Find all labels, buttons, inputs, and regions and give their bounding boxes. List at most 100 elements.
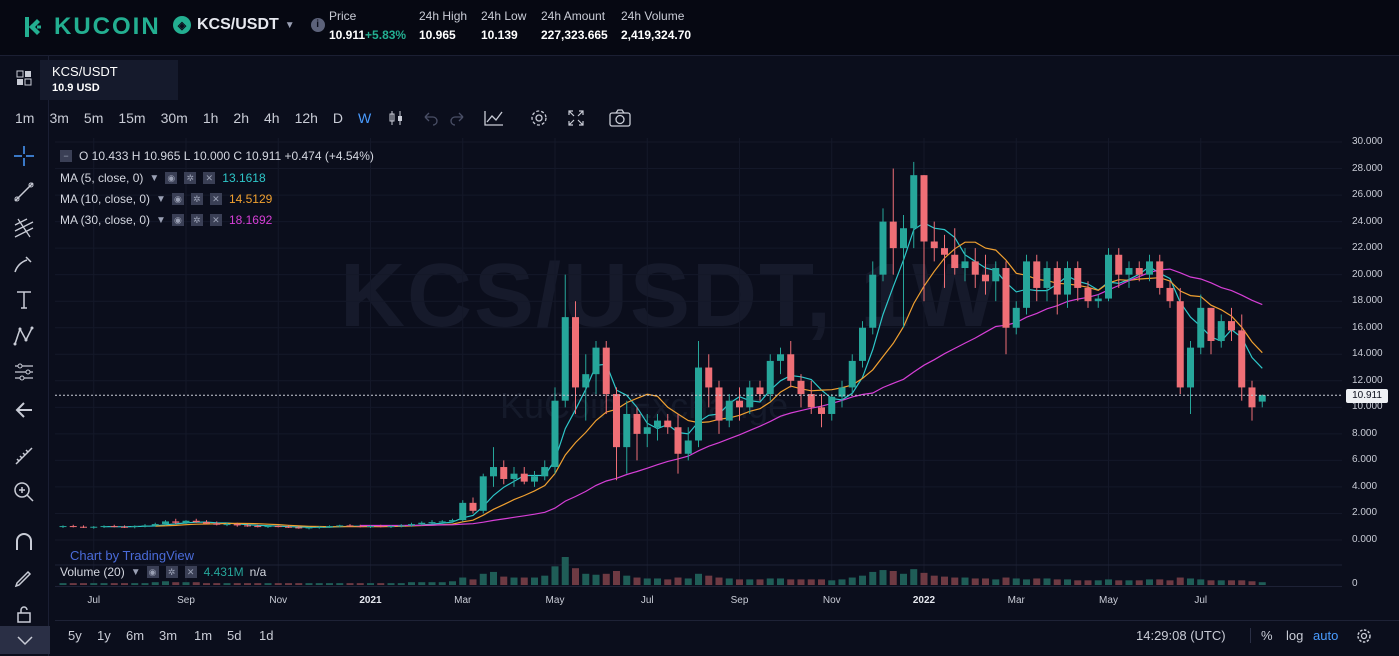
range-1m[interactable]: 1m <box>194 628 213 643</box>
lock-icon[interactable] <box>10 600 38 628</box>
fullscreen-icon[interactable] <box>567 109 585 127</box>
candle-body <box>541 467 549 477</box>
volume-bar <box>664 579 672 585</box>
last-price-tag: 10.911 <box>1346 389 1388 403</box>
timeframe-w[interactable]: W <box>358 110 372 126</box>
ruler-icon[interactable] <box>10 442 38 470</box>
volume-bar <box>69 583 77 585</box>
range-1y[interactable]: 1y <box>97 628 111 643</box>
collapse-legend-icon[interactable]: − <box>60 150 72 162</box>
volume-bar <box>838 579 846 585</box>
candle-body <box>428 522 436 524</box>
volume-bar <box>859 575 866 585</box>
price-tick-label: 18.000 <box>1352 295 1383 307</box>
arrow-left-icon[interactable] <box>10 396 38 424</box>
candle-body <box>162 521 169 525</box>
tradingview-credit[interactable]: Chart by TradingView <box>70 548 195 563</box>
chevron-down-icon[interactable]: ▼ <box>130 566 141 578</box>
volume-bar <box>602 573 610 585</box>
gear-icon[interactable]: ✲ <box>165 566 178 578</box>
pencil-lock-icon[interactable] <box>10 564 38 592</box>
close-icon[interactable]: ✕ <box>203 172 216 184</box>
candle-body <box>356 526 364 528</box>
candle-body <box>715 387 723 421</box>
candle-body <box>141 525 149 527</box>
close-icon[interactable]: ✕ <box>209 214 222 226</box>
chevron-down-icon[interactable]: ▼ <box>156 193 166 205</box>
eye-icon[interactable]: ◉ <box>171 193 184 205</box>
eye-icon[interactable]: ◉ <box>146 566 159 578</box>
chart-settings-gear-icon[interactable] <box>1356 628 1372 647</box>
candle-body <box>1012 307 1020 328</box>
timeframe-5m[interactable]: 5m <box>83 110 104 126</box>
range-6m[interactable]: 6m <box>126 628 145 643</box>
pitchfork-icon[interactable] <box>10 214 38 242</box>
crosshair-icon[interactable] <box>10 142 38 170</box>
log-toggle[interactable]: log <box>1286 628 1304 643</box>
price-tick-label: 30.000 <box>1352 136 1383 147</box>
range-5y[interactable]: 5y <box>68 628 82 643</box>
time-tick-label: Jul <box>640 595 654 606</box>
price-tick-label: 2.000 <box>1352 507 1378 519</box>
kucoin-logo[interactable]: KUCOIN <box>20 13 161 41</box>
timeframe-1h[interactable]: 1h <box>202 110 219 126</box>
chevron-down-icon[interactable]: ▼ <box>149 172 160 184</box>
close-icon[interactable]: ✕ <box>209 193 222 205</box>
candlestick-type-icon[interactable] <box>387 109 405 127</box>
close-icon[interactable]: ✕ <box>184 566 197 578</box>
collapse-icon[interactable] <box>0 626 50 654</box>
timeframe-30m[interactable]: 30m <box>160 110 188 126</box>
timeframe-4h[interactable]: 4h <box>263 110 280 126</box>
range-5d[interactable]: 5d <box>227 628 242 643</box>
chevron-down-icon[interactable]: ▼ <box>156 214 166 226</box>
timeframe-2h[interactable]: 2h <box>233 110 249 126</box>
info-icon[interactable]: i <box>310 18 325 32</box>
candlestick-chart[interactable] <box>55 138 1342 585</box>
price-tick-label: 26.000 <box>1352 189 1383 201</box>
eye-icon[interactable]: ◉ <box>171 214 184 226</box>
eye-icon[interactable]: ◉ <box>165 172 178 184</box>
layout-grid-icon[interactable] <box>10 64 38 92</box>
zoom-in-icon[interactable] <box>10 478 38 506</box>
timeframe-12h[interactable]: 12h <box>294 110 318 126</box>
pair-selector[interactable]: ◈ KCS/USDT ▼ i <box>173 16 325 34</box>
time-axis[interactable]: Jul Sep Nov 2021 Mar May Jul Sep Nov 2022 Mar May Ju… <box>55 586 1342 615</box>
timeframe-1m[interactable]: 1m <box>15 110 35 126</box>
camera-icon[interactable] <box>609 109 631 127</box>
brush-icon[interactable] <box>10 250 38 278</box>
timeframe-15m[interactable]: 15m <box>118 110 146 126</box>
prediction-icon[interactable] <box>10 358 38 386</box>
gear-icon[interactable] <box>529 108 549 128</box>
redo-icon[interactable] <box>449 109 467 127</box>
pattern-icon[interactable] <box>10 322 38 350</box>
timeframe-d[interactable]: D <box>332 110 344 126</box>
candle-body <box>387 526 395 528</box>
candle-body <box>213 523 221 525</box>
price-axis[interactable]: 0 30.000 28.000 26.000 24.000 22.000 20.000 18… <box>1342 136 1399 598</box>
volume-bar <box>592 574 600 585</box>
candle-body <box>531 476 538 482</box>
symbol-info-box[interactable]: KCS/USDT 10.9 USD <box>40 60 178 100</box>
volume-bar <box>1012 578 1020 585</box>
trend-line-icon[interactable] <box>10 178 38 206</box>
undo-icon[interactable] <box>421 109 439 127</box>
percent-toggle[interactable]: % <box>1250 628 1273 643</box>
gear-icon[interactable]: ✲ <box>184 172 197 184</box>
range-1d[interactable]: 1d <box>259 628 274 643</box>
candle-body <box>182 520 190 523</box>
gear-icon[interactable]: ✲ <box>190 193 203 205</box>
indicators-icon[interactable] <box>483 109 505 127</box>
text-icon[interactable] <box>10 286 38 314</box>
candle-body <box>848 360 856 388</box>
timeframe-3m[interactable]: 3m <box>49 110 69 126</box>
volume-bar <box>551 566 559 585</box>
volume-bar <box>1166 580 1174 585</box>
gear-icon[interactable]: ✲ <box>190 214 203 226</box>
magnet-icon[interactable] <box>10 528 38 556</box>
brand-name: KUCOIN <box>54 13 161 40</box>
range-3m[interactable]: 3m <box>159 628 178 643</box>
utc-clock[interactable]: 14:29:08 (UTC) <box>1136 628 1226 643</box>
volume-bar <box>151 582 159 585</box>
candle-body <box>869 274 877 328</box>
auto-toggle[interactable]: auto <box>1313 628 1339 643</box>
